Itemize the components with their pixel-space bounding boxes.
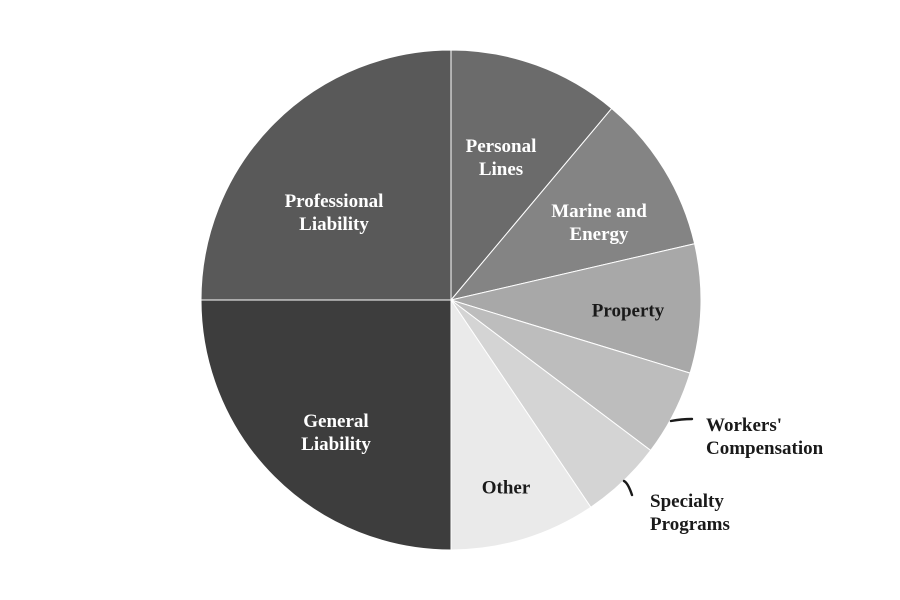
leader-line-specialty-programs <box>622 479 634 497</box>
pie-slice[interactable] <box>449 107 696 301</box>
leader-line-workers-compensation <box>669 417 694 423</box>
leader-lines-group <box>622 417 694 497</box>
pie-slice[interactable] <box>200 299 452 551</box>
pie-slice[interactable] <box>200 49 452 301</box>
pie-slice[interactable] <box>450 298 592 551</box>
pie-slice[interactable] <box>450 49 613 302</box>
pie-slices-group <box>200 49 702 551</box>
pie-slice[interactable] <box>449 243 702 374</box>
